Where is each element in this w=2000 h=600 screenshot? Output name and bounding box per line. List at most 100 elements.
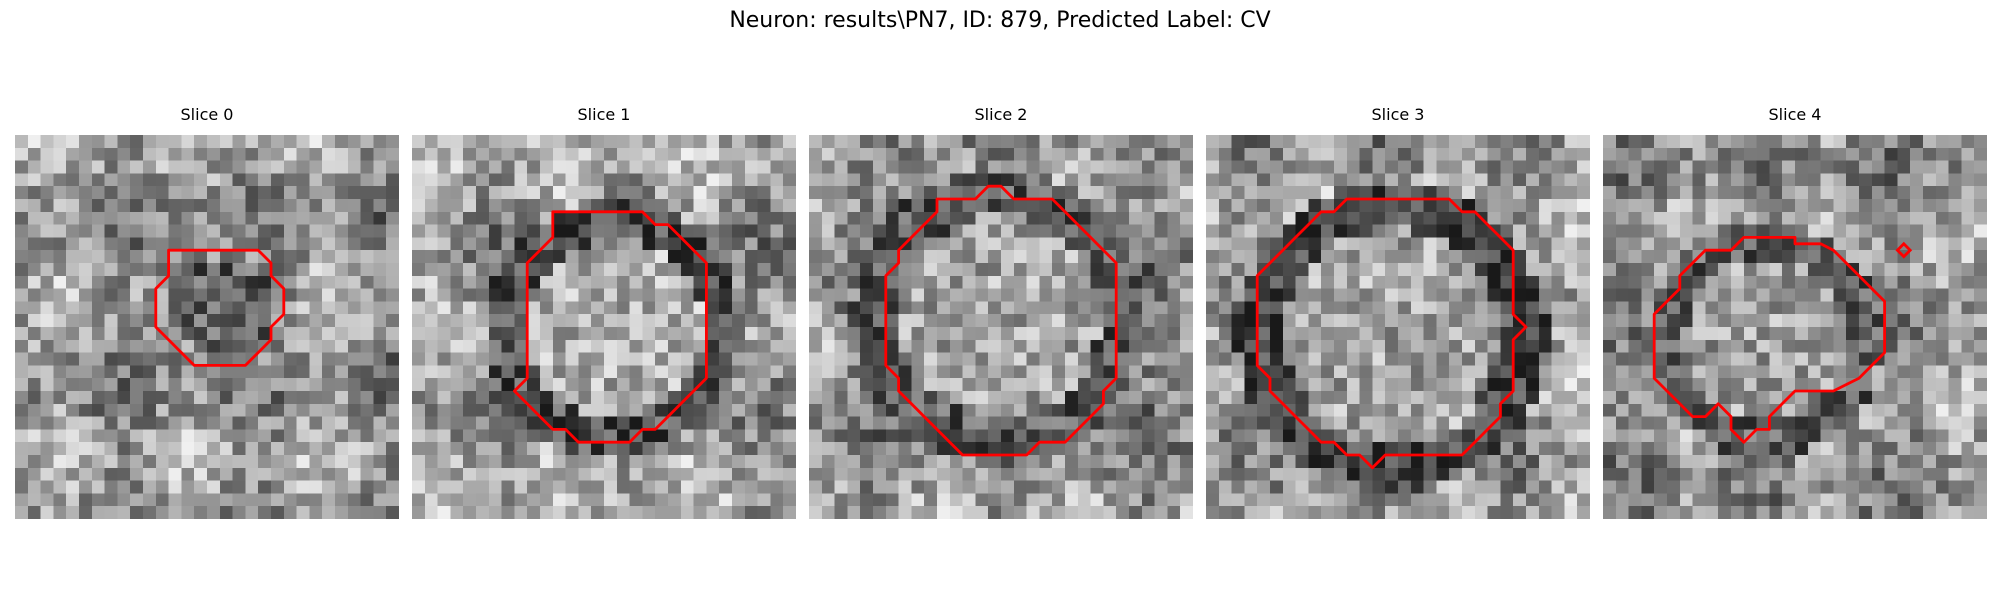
pixel bbox=[1846, 160, 1860, 174]
pixel bbox=[732, 352, 746, 366]
pixel bbox=[1167, 275, 1181, 289]
pixel bbox=[347, 352, 361, 366]
pixel bbox=[1500, 455, 1514, 469]
pixel bbox=[744, 263, 758, 277]
pixel bbox=[1167, 237, 1181, 251]
pixel bbox=[975, 301, 989, 315]
pixel bbox=[629, 186, 643, 200]
pixel bbox=[1538, 199, 1552, 213]
pixel bbox=[1961, 275, 1975, 289]
pixel bbox=[1628, 416, 1642, 430]
pixel bbox=[476, 160, 490, 174]
pixel bbox=[437, 288, 451, 302]
pixel bbox=[1705, 429, 1719, 443]
pixel bbox=[655, 455, 669, 469]
pixel bbox=[1398, 301, 1412, 315]
pixel bbox=[232, 442, 246, 456]
pixel bbox=[1564, 275, 1578, 289]
pixel bbox=[744, 327, 758, 341]
pixel bbox=[1474, 352, 1488, 366]
pixel bbox=[1282, 467, 1296, 481]
pixel bbox=[514, 224, 528, 238]
pixel bbox=[834, 288, 848, 302]
pixel bbox=[1398, 455, 1412, 469]
pixel bbox=[911, 327, 925, 341]
pixel bbox=[911, 147, 925, 161]
pixel bbox=[1398, 339, 1412, 353]
pixel bbox=[1218, 263, 1232, 277]
pixel bbox=[1244, 429, 1258, 443]
pixel bbox=[1564, 442, 1578, 456]
pixel bbox=[91, 314, 105, 328]
pixel bbox=[1039, 327, 1053, 341]
pixel bbox=[1500, 339, 1514, 353]
pixel bbox=[1065, 327, 1079, 341]
pixel bbox=[1628, 224, 1642, 238]
pixel bbox=[1167, 467, 1181, 481]
pixel bbox=[1641, 339, 1655, 353]
pixel bbox=[450, 327, 464, 341]
pixel bbox=[1013, 378, 1027, 392]
pixel bbox=[1231, 173, 1245, 187]
pixel bbox=[1231, 186, 1245, 200]
pixel bbox=[975, 403, 989, 417]
pixel bbox=[1884, 186, 1898, 200]
pixel bbox=[1141, 339, 1155, 353]
pixel bbox=[1743, 455, 1757, 469]
pixel bbox=[1564, 186, 1578, 200]
pixel bbox=[194, 352, 208, 366]
pixel bbox=[1628, 493, 1642, 507]
pixel bbox=[616, 173, 630, 187]
pixel bbox=[1820, 173, 1834, 187]
pixel bbox=[1474, 301, 1488, 315]
pixel bbox=[194, 442, 208, 456]
pixel bbox=[924, 493, 938, 507]
pixel bbox=[27, 147, 41, 161]
pixel bbox=[373, 199, 387, 213]
pixel bbox=[194, 263, 208, 277]
pixel bbox=[655, 378, 669, 392]
pixel bbox=[1948, 314, 1962, 328]
pixel bbox=[1615, 224, 1629, 238]
pixel bbox=[604, 480, 618, 494]
pixel bbox=[937, 250, 951, 264]
pixel bbox=[1398, 480, 1412, 494]
pixel bbox=[1103, 173, 1117, 187]
pixel bbox=[1897, 391, 1911, 405]
pixel bbox=[1410, 186, 1424, 200]
pixel bbox=[514, 493, 528, 507]
pixel bbox=[1103, 339, 1117, 353]
pixel bbox=[232, 199, 246, 213]
pixel bbox=[565, 224, 579, 238]
pixel bbox=[1295, 288, 1309, 302]
pixel bbox=[1564, 416, 1578, 430]
pixel bbox=[1308, 416, 1322, 430]
pixel bbox=[283, 391, 297, 405]
pixel bbox=[1756, 493, 1770, 507]
pixel bbox=[1410, 211, 1424, 225]
pixel bbox=[1667, 237, 1681, 251]
pixel bbox=[27, 352, 41, 366]
pixel bbox=[1871, 467, 1885, 481]
pixel bbox=[770, 327, 784, 341]
pixel bbox=[143, 352, 157, 366]
pixel bbox=[744, 173, 758, 187]
pixel bbox=[66, 263, 80, 277]
pixel bbox=[322, 391, 336, 405]
pixel bbox=[860, 211, 874, 225]
pixel bbox=[1897, 339, 1911, 353]
pixel bbox=[1423, 224, 1437, 238]
pixel bbox=[168, 442, 182, 456]
pixel bbox=[604, 467, 618, 481]
pixel bbox=[79, 493, 93, 507]
pixel bbox=[1526, 352, 1540, 366]
pixel bbox=[40, 314, 54, 328]
pixel bbox=[1231, 263, 1245, 277]
pixel bbox=[847, 455, 861, 469]
pixel bbox=[565, 288, 579, 302]
pixel bbox=[207, 211, 221, 225]
pixel bbox=[1769, 365, 1783, 379]
pixel bbox=[911, 352, 925, 366]
pixel bbox=[1795, 224, 1809, 238]
pixel bbox=[1052, 416, 1066, 430]
